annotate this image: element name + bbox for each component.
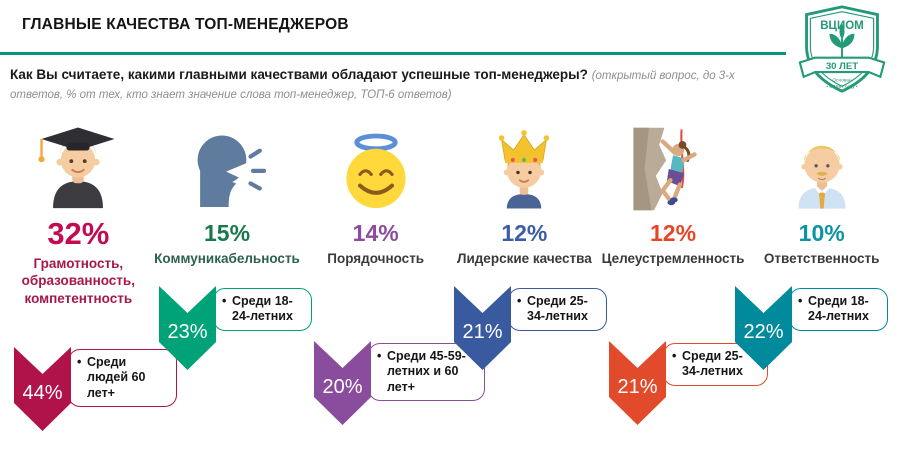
man-office-worker-emoji (747, 112, 896, 212)
quality-label: Порядочность (327, 251, 425, 266)
breakout-purposefulness: 21% • Среди 25-34-летних (609, 341, 768, 425)
bullet-icon: • (222, 294, 227, 308)
breakout-percent: 44% (22, 382, 63, 404)
quality-percent: 32% (47, 216, 110, 251)
smiling-face-with-halo-emoji (301, 112, 450, 212)
quality-column-responsibility: 10% Ответственность (747, 112, 896, 307)
down-chevron-icon: 22% (735, 286, 792, 370)
breakout-group: Среди 18-24-летних (232, 294, 293, 324)
prince-emoji (450, 112, 599, 212)
quality-percent: 15% (203, 220, 251, 246)
breakout-percent: 21% (462, 321, 503, 343)
down-chevron-icon: 20% (314, 341, 371, 425)
quality-column-leadership: 12% Лидерские качества (450, 112, 599, 307)
breakout-bubble: • Среди 25-34-летних (508, 288, 607, 331)
question-text: Как Вы считаете, какими главными качеств… (10, 67, 588, 82)
down-chevron-icon: 23% (159, 286, 216, 370)
bullet-icon: • (798, 294, 803, 308)
qualities-row: 32% Грамотность, образованность, компете… (4, 112, 896, 307)
vciom-logo: ВЦИОМ 30 ЛЕТ Основан • в 1987 году • (794, 4, 890, 96)
speaking-head-emoji (153, 112, 302, 212)
vciom-shield-icon: ВЦИОМ 30 ЛЕТ Основан • в 1987 году • (798, 5, 886, 93)
breakout-decency: 20% • Среди 45-59-летних и 60 лет+ (314, 341, 485, 425)
breakout-responsibility: 22% • Среди 18-24-летних (735, 286, 888, 370)
breakout-group: Среди 25-34-летних (682, 349, 743, 379)
quality-column-decency: 14% Порядочность (301, 112, 450, 307)
logo-founded-text: Основан (832, 78, 852, 84)
breakout-percent: 22% (743, 321, 784, 343)
breakout-percent: 23% (167, 321, 208, 343)
header-divider (0, 52, 786, 55)
quality-percent: 10% (798, 220, 845, 246)
down-chevron-icon: 21% (609, 341, 666, 425)
survey-question: Как Вы считаете, какими главными качеств… (10, 66, 780, 104)
question-note: (открытый вопрос, до 3-х ответов, % от т… (10, 70, 735, 101)
person-climbing-emoji (599, 112, 748, 212)
breakout-group: Среди 18-24-летних (808, 294, 869, 324)
breakout-bubble: • Среди 18-24-летних (213, 288, 312, 331)
breakout-group: Среди 25-34-летних (527, 294, 588, 324)
breakout-group: Среди 45-59-летних и 60 лет+ (387, 349, 466, 394)
quality-percent: 14% (352, 220, 399, 246)
quality-label: Коммуникабельность (154, 251, 300, 266)
bullet-icon: • (517, 294, 522, 308)
man-student-emoji (4, 112, 153, 212)
quality-column-purposefulness: 12% Целеустремленность (599, 112, 748, 307)
quality-column-literacy: 32% Грамотность, образованность, компете… (4, 112, 153, 307)
breakout-bubble: • Среди людей 60 лет+ (68, 349, 177, 407)
page-title: ГЛАВНЫЕ КАЧЕСТВА ТОП-МЕНЕДЖЕРОВ (22, 16, 349, 33)
breakout-leadership: 21% • Среди 25-34-летних (454, 286, 607, 370)
age-breakout-callouts: 44% • Среди людей 60 лет+ 23% • Среди 18-2… (0, 281, 900, 469)
bullet-icon: • (77, 355, 82, 369)
bullet-icon: • (377, 349, 382, 363)
down-chevron-icon: 44% (14, 347, 71, 431)
quality-label: Лидерские качества (456, 251, 592, 266)
breakout-percent: 20% (322, 376, 363, 398)
breakout-percent: 21% (617, 376, 658, 398)
quality-percent: 12% (501, 220, 548, 246)
quality-percent: 12% (650, 220, 697, 246)
quality-label: Грамотность, образованность, компетентно… (21, 256, 135, 306)
quality-label: Целеустремленность (601, 251, 745, 266)
breakout-communication: 23% • Среди 18-24-летних (159, 286, 312, 370)
logo-anniversary-text: 30 ЛЕТ (826, 61, 858, 72)
breakout-group: Среди людей 60 лет+ (87, 355, 146, 400)
down-chevron-icon: 21% (454, 286, 511, 370)
breakout-literacy: 44% • Среди людей 60 лет+ (14, 347, 177, 431)
quality-label: Ответственность (763, 251, 880, 266)
bullet-icon: • (672, 349, 677, 363)
quality-column-communication: 15% Коммуникабельность (153, 112, 302, 307)
breakout-bubble: • Среди 18-24-летних (789, 288, 888, 331)
logo-founded-year-text: • в 1987 году • (826, 84, 858, 90)
